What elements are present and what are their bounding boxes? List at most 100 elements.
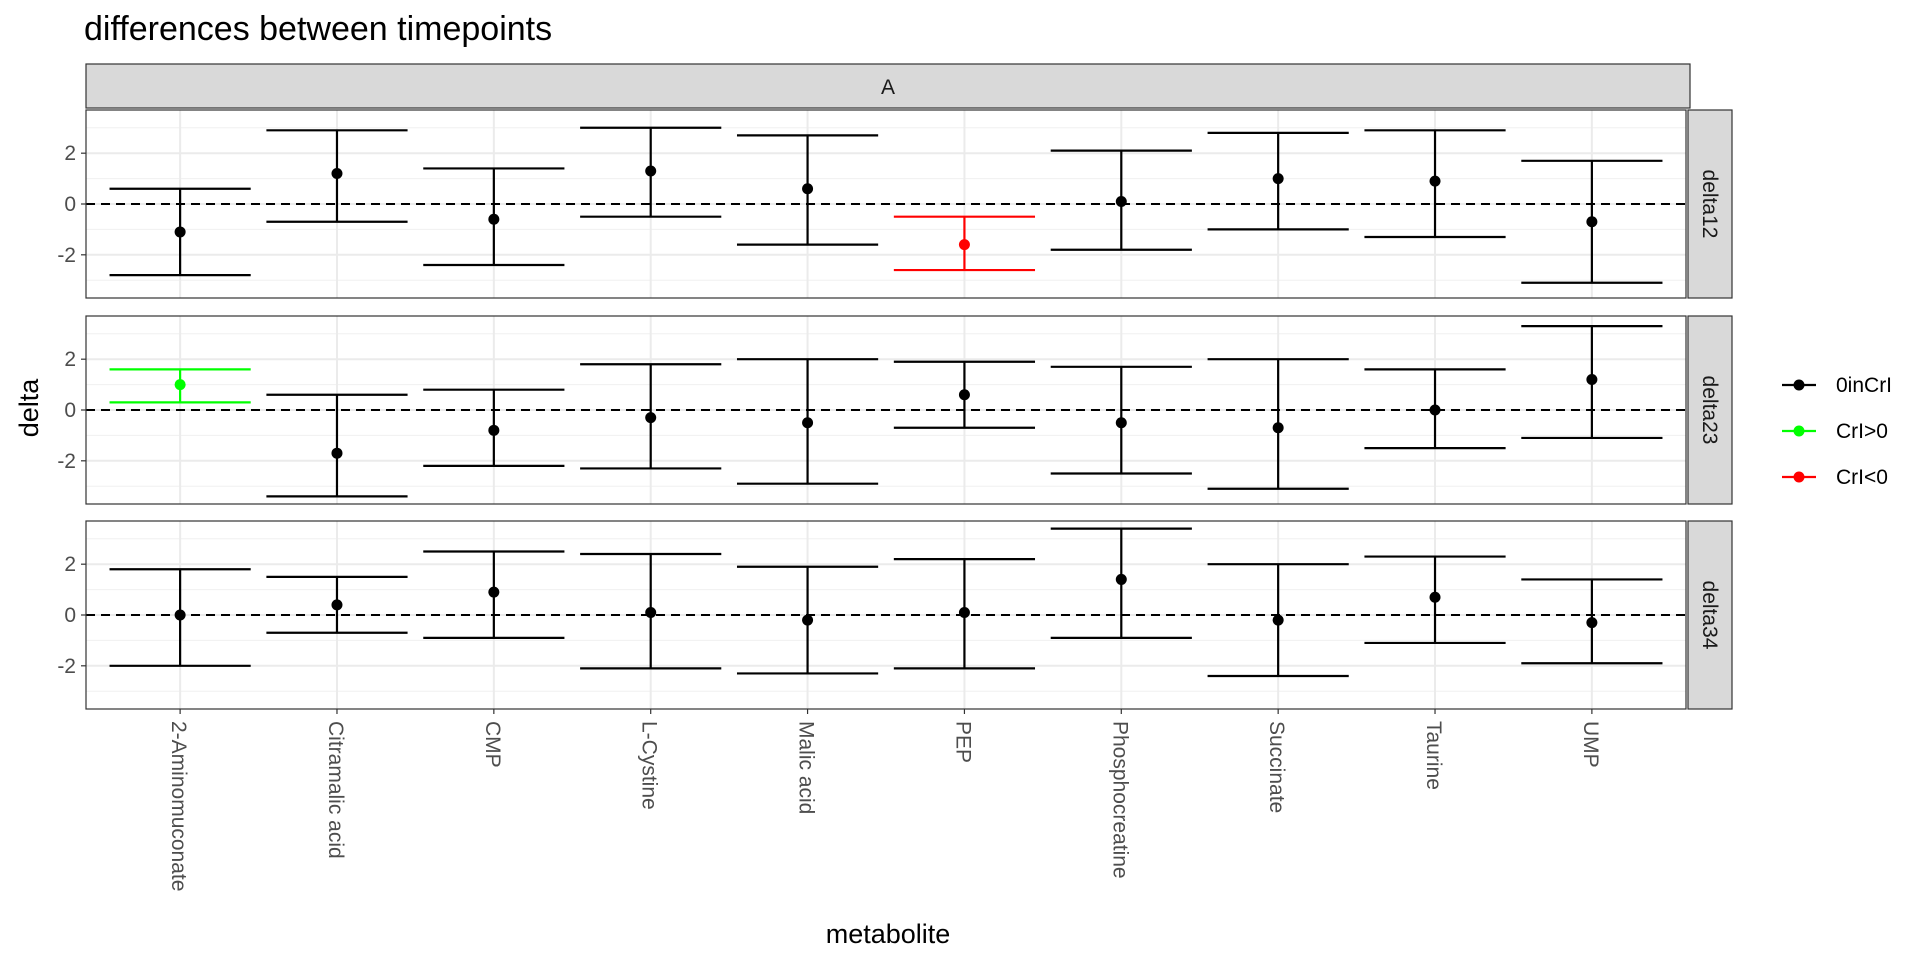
errorbar-taurine xyxy=(1364,555,1506,645)
legend-label: 0inCrI xyxy=(1836,374,1892,397)
errorbar-phosphocreatine xyxy=(1050,149,1192,251)
legend-item-0incri: 0inCrI xyxy=(1782,374,1892,397)
errorbar-succinate xyxy=(1207,563,1349,678)
estimate-point xyxy=(958,389,970,401)
row-strip xyxy=(1687,109,1733,299)
x-tick-label: L-Cystine xyxy=(638,721,661,810)
errorbar-taurine xyxy=(1364,129,1506,239)
estimate-point xyxy=(802,183,814,195)
estimate-point xyxy=(1429,591,1441,603)
x-axis: 2-Aminomuconate Citramalic acid CMP L-Cysti… xyxy=(167,709,1602,891)
estimate-point xyxy=(1115,573,1127,585)
x-tick-label: PEP xyxy=(951,721,974,763)
y-tick-label: 2 xyxy=(64,142,76,165)
legend-key-point xyxy=(1793,471,1805,483)
estimate-point xyxy=(488,424,500,436)
estimate-point xyxy=(1115,195,1127,207)
errorbar-citramalic-acid xyxy=(266,393,408,498)
errorbar-malic-acid xyxy=(736,134,879,246)
estimate-point xyxy=(331,168,343,180)
errorbar-cmp xyxy=(423,388,565,467)
panels: -2 0 2 delta12 -2 0 2 delta23 -2 0 2 delta34 xyxy=(57,109,1733,710)
panel-delta34: -2 0 2 delta34 xyxy=(57,520,1733,710)
errorbar-cmp xyxy=(423,167,565,267)
errorbar-phosphocreatine xyxy=(1050,527,1192,639)
legend-item-cri-0: CrI<0 xyxy=(1782,466,1888,489)
estimate-point xyxy=(1586,216,1598,228)
x-tick-label: 2-Aminomuconate xyxy=(167,721,190,891)
row-strip xyxy=(1687,315,1733,505)
estimate-point xyxy=(645,165,657,177)
estimate-point xyxy=(958,606,970,618)
errorbar-citramalic-acid xyxy=(266,575,408,634)
errorbar-cmp xyxy=(423,550,565,639)
errorbar-2-aminomuconate xyxy=(109,187,251,277)
estimate-point xyxy=(1429,404,1441,416)
x-axis-title: metabolite xyxy=(826,919,951,949)
x-tick-label: Phosphocreatine xyxy=(1108,721,1131,879)
panel-delta12: -2 0 2 delta12 xyxy=(57,109,1733,299)
legend-label: CrI>0 xyxy=(1836,420,1888,443)
estimate-point xyxy=(802,614,814,626)
row-strip-label: delta12 xyxy=(1698,170,1721,239)
column-strip-label: A xyxy=(881,76,895,99)
errorbar-malic-acid xyxy=(736,358,879,485)
estimate-point xyxy=(1429,175,1441,187)
errorbar-succinate xyxy=(1207,131,1349,231)
estimate-point xyxy=(645,412,657,424)
errorbar-l-cystine xyxy=(580,363,722,470)
errorbar-2-aminomuconate xyxy=(109,368,251,404)
y-axis-title: delta xyxy=(14,378,44,438)
estimate-point xyxy=(1272,173,1284,185)
y-tick-label: -2 xyxy=(57,450,76,473)
legend-label: CrI<0 xyxy=(1836,466,1888,489)
y-tick-label: 0 xyxy=(64,604,76,627)
row-strip-label: delta34 xyxy=(1698,581,1721,650)
panel-delta23: -2 0 2 delta23 xyxy=(57,315,1733,505)
estimate-point xyxy=(174,226,186,238)
x-tick-label: Taurine xyxy=(1422,721,1445,790)
errorbar-taurine xyxy=(1364,368,1506,450)
estimate-point xyxy=(488,213,500,225)
errorbar-phosphocreatine xyxy=(1050,365,1192,475)
estimate-point xyxy=(488,586,500,598)
errorbar-ump xyxy=(1521,578,1663,665)
y-tick-label: 2 xyxy=(64,553,76,576)
estimate-point xyxy=(1586,617,1598,629)
estimate-point xyxy=(1272,614,1284,626)
legend-item-cri-0: CrI>0 xyxy=(1782,420,1888,443)
errorbar-2-aminomuconate xyxy=(109,568,251,667)
errorbar-malic-acid xyxy=(736,565,879,675)
x-tick-label: CMP xyxy=(481,721,504,768)
errorbar-succinate xyxy=(1207,358,1349,490)
legend: 0inCrI CrI>0 CrI<0 xyxy=(1782,374,1892,489)
errorbar-pep xyxy=(893,558,1036,670)
errorbar-pep xyxy=(893,215,1036,272)
estimate-point xyxy=(1586,374,1598,386)
y-tick-label: 0 xyxy=(64,399,76,422)
errorbar-ump xyxy=(1521,325,1663,440)
y-tick-label: -2 xyxy=(57,244,76,267)
column-strip xyxy=(85,63,1691,109)
chart-title: differences between timepoints xyxy=(84,10,552,48)
legend-key-point xyxy=(1793,379,1805,391)
y-tick-label: -2 xyxy=(57,655,76,678)
estimate-point xyxy=(1272,422,1284,434)
legend-key-point xyxy=(1793,425,1805,437)
y-tick-label: 2 xyxy=(64,348,76,371)
estimate-point xyxy=(802,417,814,429)
estimate-point xyxy=(1115,417,1127,429)
estimate-point xyxy=(958,239,970,251)
errorbar-pep xyxy=(893,360,1036,429)
x-tick-label: Malic acid xyxy=(795,721,818,814)
estimate-point xyxy=(331,599,343,611)
x-tick-label: Succinate xyxy=(1265,721,1288,813)
row-strip xyxy=(1687,520,1733,710)
row-strip-label: delta23 xyxy=(1698,376,1721,445)
errorbar-ump xyxy=(1521,159,1663,284)
x-tick-label: UMP xyxy=(1579,721,1602,768)
estimate-point xyxy=(174,379,186,391)
y-tick-label: 0 xyxy=(64,193,76,216)
x-tick-label: Citramalic acid xyxy=(324,721,347,859)
